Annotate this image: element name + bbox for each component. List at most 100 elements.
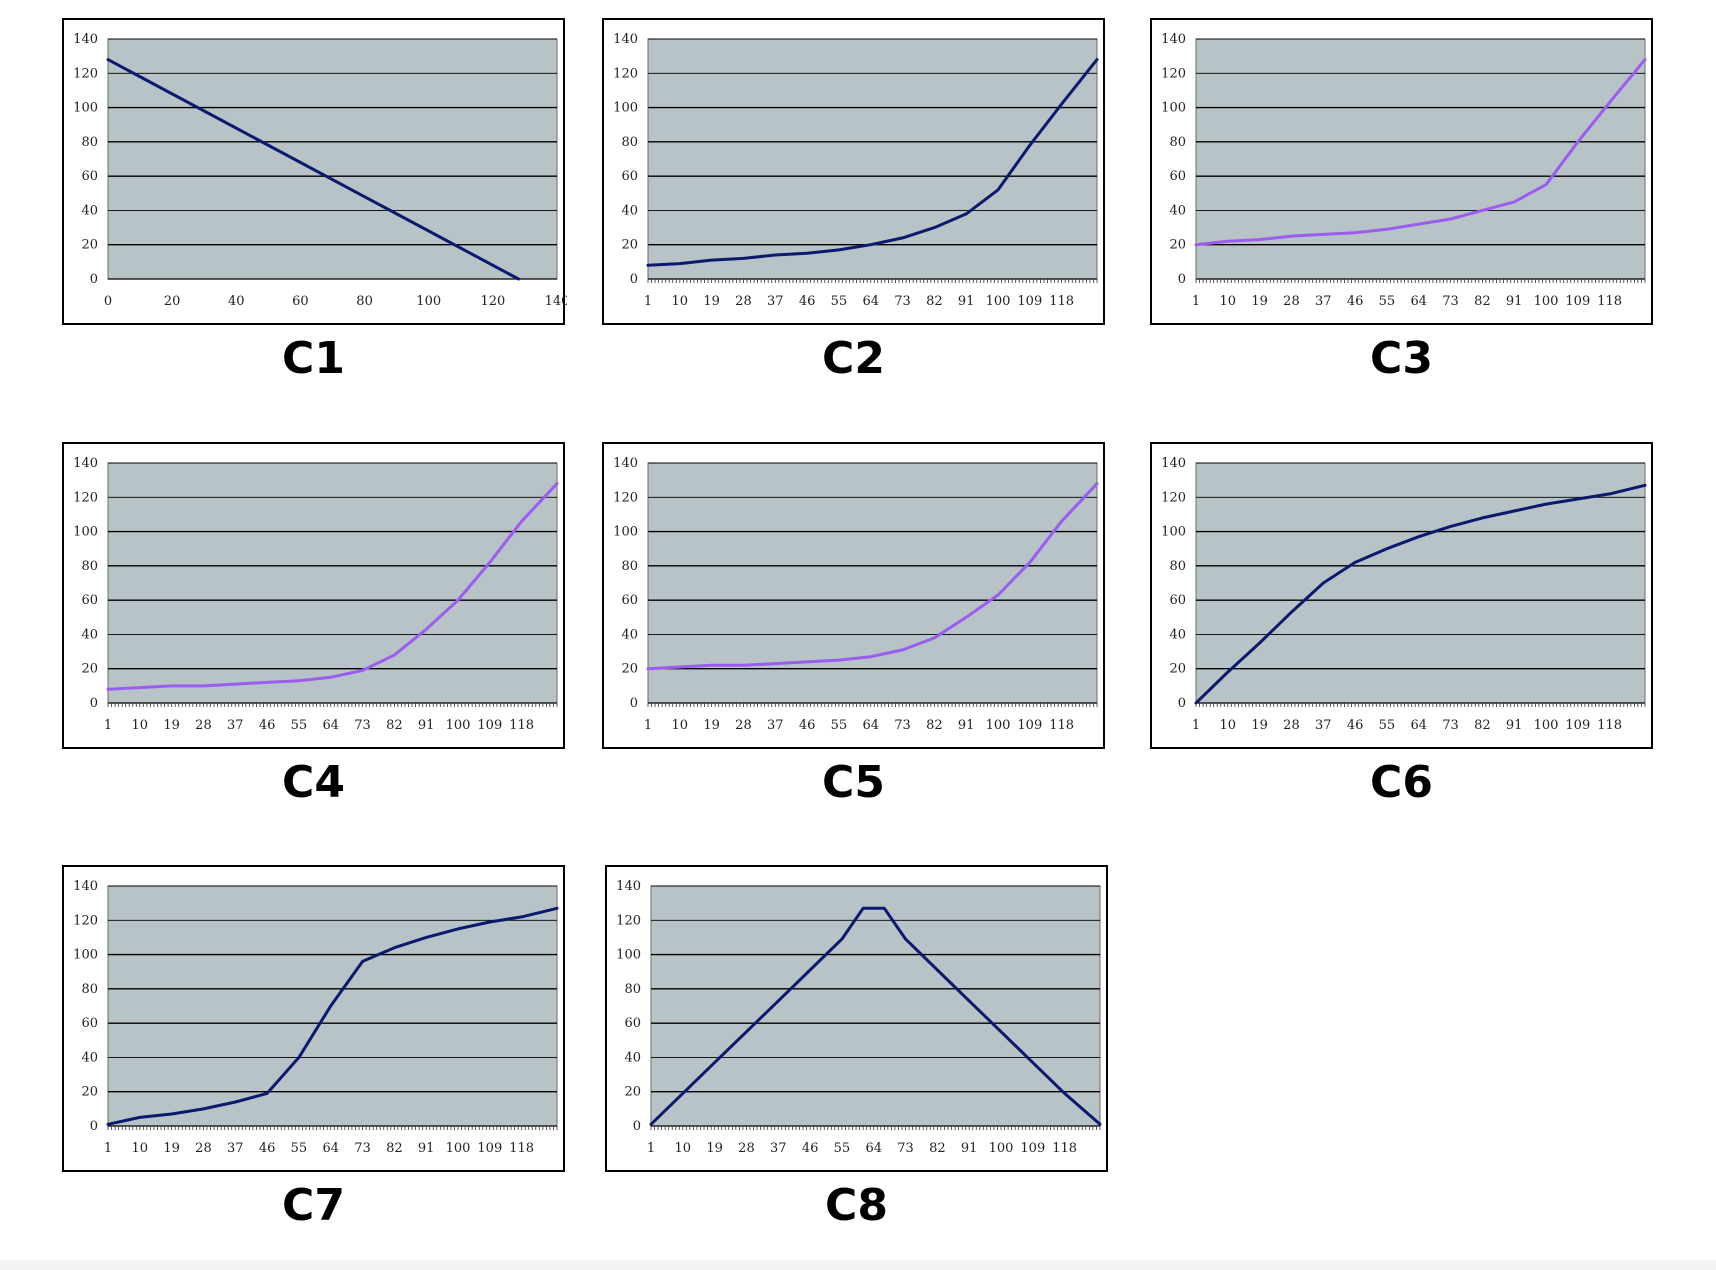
x-tick-label: 37: [227, 718, 244, 733]
y-tick-label: 120: [73, 66, 98, 81]
x-tick-label: 82: [929, 1141, 946, 1156]
x-tick-label: 73: [354, 718, 371, 733]
plot-area: [647, 38, 1098, 280]
chart-frame: 0 20 40 60 80 100 120 140 1 10 19 28 37 46 55 64 73 82 91 1…: [602, 18, 1105, 325]
x-tick-label: 91: [958, 718, 975, 733]
x-tick-label: 46: [1347, 718, 1364, 733]
x-tick-label: 60: [292, 294, 309, 309]
x-tick-label: 19: [1251, 718, 1268, 733]
series-line: [646, 482, 1099, 671]
y-tick-label: 140: [73, 456, 98, 471]
y-tick-label: 40: [621, 203, 638, 218]
chart-svg: 0 20 40 60 80 100 120 140 1 10 19 28 37 46 55 64 73 82 91 1…: [1161, 32, 1647, 309]
bottom-bar: [0, 1260, 1716, 1270]
series-line: [106, 58, 520, 281]
y-tick-label: 120: [73, 490, 98, 505]
x-tick-label: 10: [1220, 718, 1237, 733]
x-tick-label: 10: [672, 718, 689, 733]
x-tick-label: 82: [1474, 718, 1491, 733]
chart-svg: 0 20 40 60 80 100 120 140 1 10 19 28 37 46 55 64 73 82 91 1…: [613, 456, 1099, 733]
x-tick-label: 19: [703, 718, 720, 733]
x-tick-label: 19: [706, 1141, 723, 1156]
plot-area: [1195, 462, 1646, 704]
y-tick-label: 20: [621, 238, 638, 253]
x-tick-label: 73: [894, 294, 911, 309]
x-tick-label: 91: [1506, 718, 1523, 733]
x-tick-label: 91: [958, 294, 975, 309]
y-tick-label: 40: [1169, 627, 1186, 642]
y-tick-label: 0: [630, 696, 638, 711]
x-tick-label: 73: [897, 1141, 914, 1156]
y-tick-label: 40: [621, 627, 638, 642]
x-tick-label: 109: [1017, 294, 1042, 309]
chart-svg: 0 20 40 60 80 100 120 140 1 10 19 28 37 46 55 64 73 82 91 1…: [73, 456, 559, 733]
x-tick-label: 100: [446, 1141, 471, 1156]
y-tick-label: 0: [630, 272, 638, 287]
y-tick-label: 120: [613, 490, 638, 505]
y-tick-label: 0: [90, 1119, 98, 1134]
chart-frame: 0 20 40 60 80 100 120 140 1 10 19 28 37 46 55 64 73 82 91 1…: [1150, 442, 1653, 749]
x-tick-label: 140: [545, 294, 567, 309]
y-tick-label: 60: [1169, 593, 1186, 608]
y-tick-label: 140: [73, 879, 98, 894]
x-tick-label: 64: [322, 718, 339, 733]
x-tick-label: 64: [1410, 718, 1427, 733]
chart-svg: 0 20 40 60 80 100 120 140 1 10 19 28 37 46 55 64 73 82 91 1…: [613, 32, 1099, 309]
x-tick-label: 46: [259, 718, 276, 733]
y-tick-label: 120: [73, 913, 98, 928]
x-tick-label: 100: [1534, 718, 1559, 733]
x-tick-label: 1: [644, 294, 652, 309]
x-tick-label: 100: [989, 1141, 1014, 1156]
y-tick-label: 40: [81, 627, 98, 642]
x-tick-label: 109: [1017, 718, 1042, 733]
x-tick-label: 19: [163, 1141, 180, 1156]
x-tick-label: 100: [986, 294, 1011, 309]
x-tick-label: 100: [986, 718, 1011, 733]
x-tick-label: 73: [1442, 718, 1459, 733]
chart-frame: 0 20 40 60 80 100 120 140 1 10 19 28 37 46 55 64 73 82 91 1…: [62, 865, 565, 1172]
chart-svg: 0 20 40 60 80 100 120 140 0 20 40 60 80 100 120 140: [73, 32, 567, 309]
y-tick-label: 60: [621, 169, 638, 184]
x-tick-label: 37: [767, 718, 784, 733]
x-tick-label: 28: [735, 294, 752, 309]
y-tick-label: 60: [81, 593, 98, 608]
x-tick-label: 109: [1565, 294, 1590, 309]
y-tick-label: 20: [81, 662, 98, 677]
x-tick-label: 28: [195, 718, 212, 733]
y-tick-label: 120: [613, 66, 638, 81]
y-tick-label: 140: [1161, 456, 1186, 471]
x-tick-label: 82: [1474, 294, 1491, 309]
x-tick-label: 0: [104, 294, 112, 309]
chart-frame: 0 20 40 60 80 100 120 140 1 10 19 28 37 46 55 64 73 82 91 1…: [1150, 18, 1653, 325]
y-tick-label: 100: [1161, 525, 1186, 540]
y-tick-label: 20: [81, 1085, 98, 1100]
y-tick-label: 80: [624, 982, 641, 997]
x-tick-label: 82: [386, 1141, 403, 1156]
y-tick-label: 60: [81, 169, 98, 184]
y-tick-label: 140: [613, 456, 638, 471]
x-tick-label: 64: [865, 1141, 882, 1156]
x-tick-label: 73: [1442, 294, 1459, 309]
y-tick-label: 120: [1161, 490, 1186, 505]
x-tick-label: 80: [356, 294, 373, 309]
y-tick-label: 0: [1178, 272, 1186, 287]
chart-frame: 0 20 40 60 80 100 120 140 1 10 19 28 37 46 55 64 73 82 91 1…: [605, 865, 1108, 1172]
y-tick-label: 140: [1161, 32, 1186, 47]
series-line: [1194, 58, 1647, 247]
x-tick-label: 55: [291, 718, 308, 733]
x-tick-label: 10: [672, 294, 689, 309]
x-tick-label: 28: [738, 1141, 755, 1156]
x-tick-label: 10: [132, 718, 149, 733]
y-tick-label: 140: [613, 32, 638, 47]
chart-frame: 0 20 40 60 80 100 120 140 1 10 19 28 37 46 55 64 73 82 91 1…: [602, 442, 1105, 749]
y-tick-label: 60: [1169, 169, 1186, 184]
chart-caption: C4: [282, 757, 345, 808]
x-tick-label: 37: [1315, 294, 1332, 309]
x-tick-label: 10: [675, 1141, 692, 1156]
chart-caption: C7: [282, 1180, 345, 1231]
chart-caption: C3: [1370, 333, 1433, 384]
x-tick-label: 10: [1220, 294, 1237, 309]
x-tick-label: 82: [926, 294, 943, 309]
y-tick-label: 100: [613, 101, 638, 116]
x-tick-label: 118: [1049, 294, 1074, 309]
